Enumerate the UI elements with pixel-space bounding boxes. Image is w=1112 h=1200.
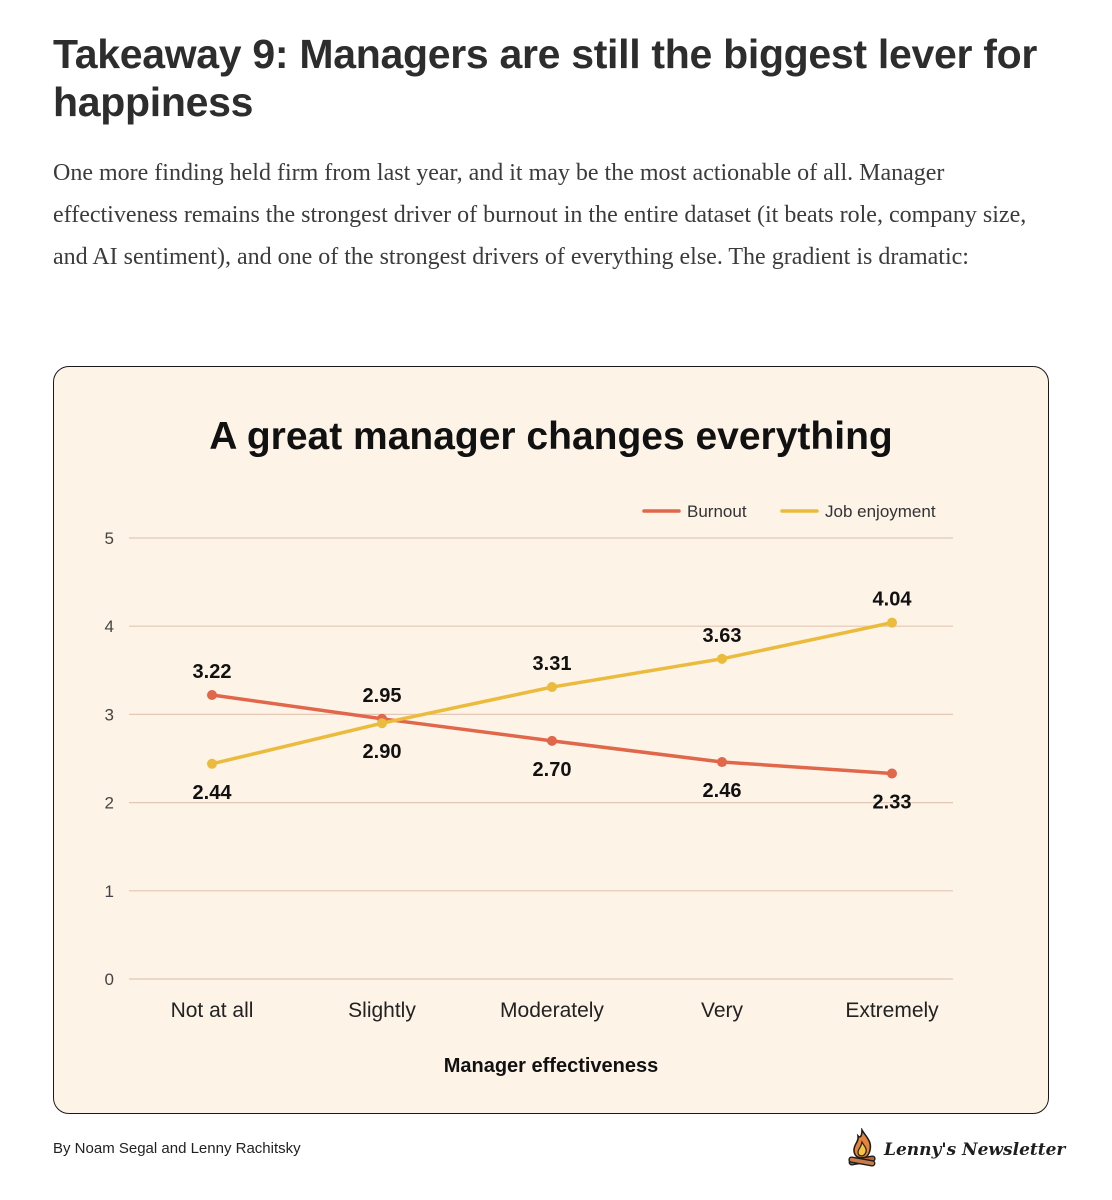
brand-name: Lenny's Newsletter bbox=[884, 1140, 1066, 1160]
x-axis-title: Manager effectiveness bbox=[444, 1055, 659, 1077]
y-tick-label: 5 bbox=[105, 529, 114, 548]
legend-label: Burnout bbox=[687, 502, 747, 521]
article-intro: One more finding held firm from last yea… bbox=[53, 160, 1027, 270]
data-label: 4.04 bbox=[873, 589, 913, 611]
data-point bbox=[717, 653, 727, 664]
data-point bbox=[377, 718, 387, 729]
chart-title: A great manager changes everything bbox=[209, 415, 892, 458]
x-tick-label: Slightly bbox=[348, 999, 416, 1022]
y-tick-label: 1 bbox=[105, 882, 114, 901]
line-chart: A great manager changes everything 0 1 2 3 4… bbox=[105, 415, 953, 1077]
data-label: 2.44 bbox=[193, 782, 233, 804]
data-label: 2.90 bbox=[363, 741, 402, 763]
byline: By Noam Segal and Lenny Rachitsky bbox=[53, 1140, 301, 1157]
x-tick-label: Extremely bbox=[845, 999, 939, 1022]
y-tick-label: 3 bbox=[105, 705, 114, 724]
article-heading: Takeaway 9: Managers are still the bigge… bbox=[53, 31, 1037, 125]
data-label: 2.46 bbox=[703, 780, 742, 802]
y-tick-label: 4 bbox=[105, 617, 114, 636]
data-label: 2.95 bbox=[363, 685, 402, 707]
data-label: 3.22 bbox=[193, 661, 232, 683]
data-label: 2.70 bbox=[533, 759, 572, 781]
data-point bbox=[207, 758, 217, 769]
chart-legend: Burnout Job enjoyment bbox=[642, 502, 936, 521]
data-label: 2.33 bbox=[873, 791, 912, 813]
data-point bbox=[547, 735, 557, 746]
y-tick-label: 0 bbox=[105, 970, 114, 989]
legend-label: Job enjoyment bbox=[825, 502, 936, 521]
data-label: 3.63 bbox=[703, 625, 742, 647]
campfire-icon bbox=[846, 1126, 878, 1173]
data-point bbox=[547, 682, 557, 693]
data-point bbox=[717, 757, 727, 768]
data-point bbox=[207, 689, 217, 700]
x-tick-label: Moderately bbox=[500, 999, 604, 1022]
x-tick-label: Very bbox=[701, 999, 744, 1022]
brand-logo[interactable]: Lenny's Newsletter bbox=[846, 1126, 1065, 1173]
x-tick-label: Not at all bbox=[171, 999, 254, 1022]
series-job-enjoyment: 2.44 2.90 3.31 3.63 4.04 bbox=[193, 589, 913, 804]
data-point bbox=[887, 768, 897, 779]
data-point bbox=[887, 617, 897, 628]
y-tick-label: 2 bbox=[105, 794, 114, 813]
data-label: 3.31 bbox=[533, 653, 572, 675]
chart-card: A great manager changes everything 0 1 2 3 4… bbox=[53, 366, 1049, 1114]
